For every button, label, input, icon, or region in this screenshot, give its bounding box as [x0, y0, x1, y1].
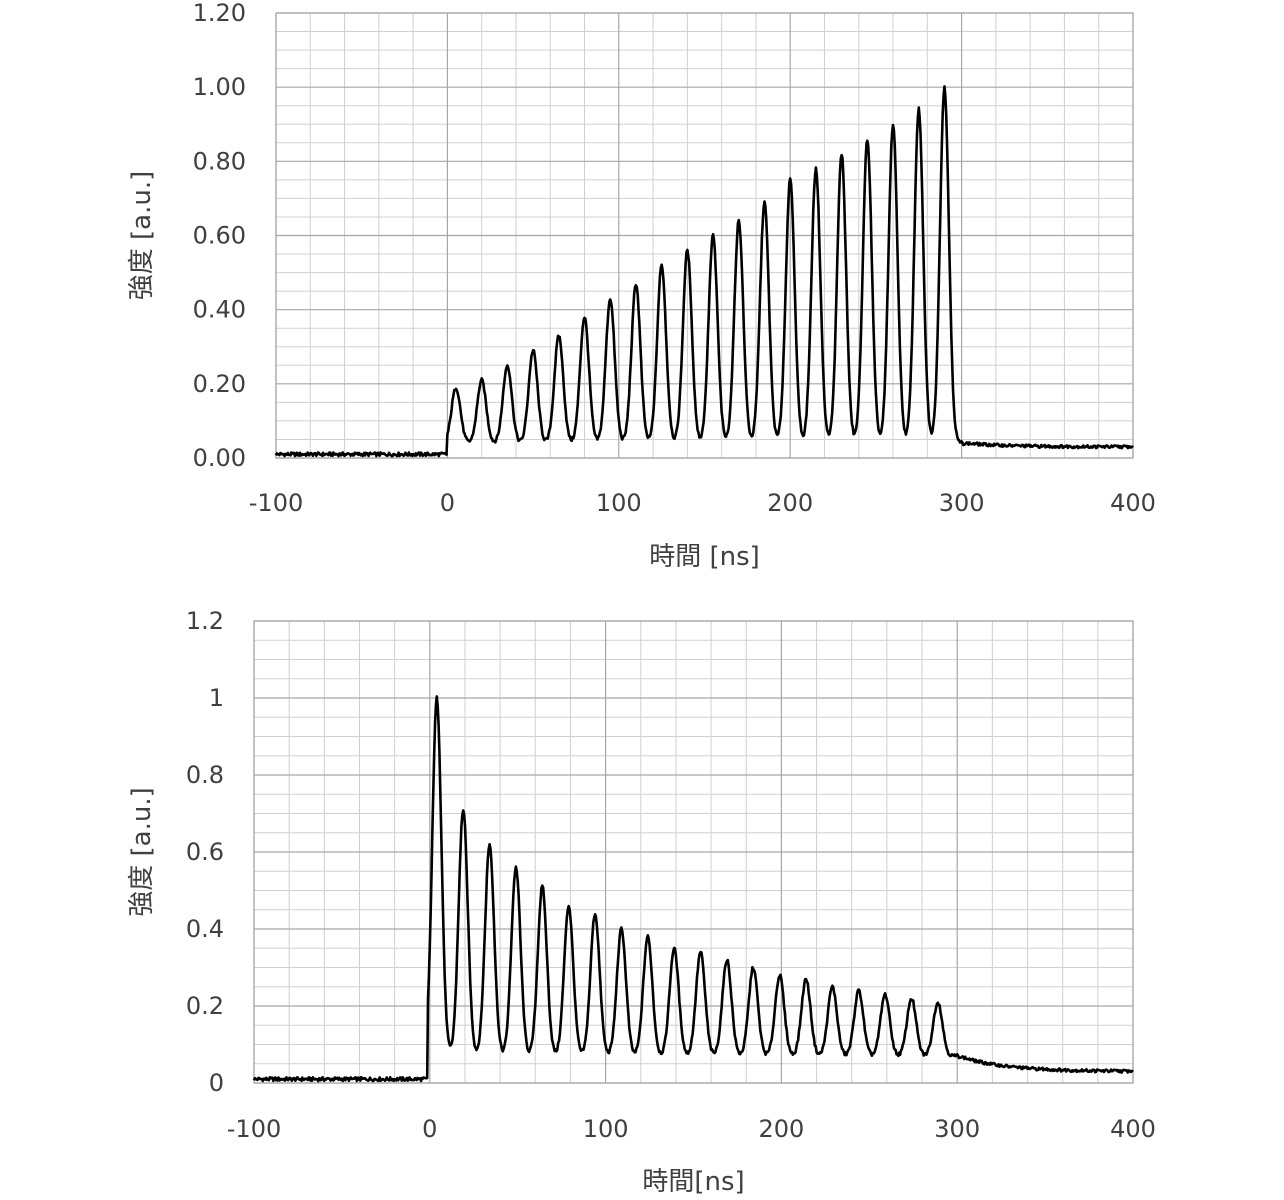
chart-bottom: -100 0 100 200 300 40000.20.40.60.811.2時間[ns]…: [127, 607, 1156, 1197]
x-tick-label: 300: [939, 489, 985, 517]
x-tick-label: 0: [422, 1115, 437, 1143]
x-tick-label: 100: [596, 489, 642, 517]
y-axis-title: 強度 [a.u.]: [127, 171, 157, 301]
y-tick-label: 0: [209, 1069, 224, 1097]
x-axis-title: 時間 [ns]: [649, 542, 760, 572]
y-tick-label: 0.40: [193, 296, 246, 324]
y-tick-label: 0.60: [193, 222, 246, 250]
x-tick-label: 300: [934, 1115, 980, 1143]
y-tick-label: 0.2: [186, 992, 224, 1020]
y-tick-label: 1.00: [193, 73, 246, 101]
y-tick-label: 1.2: [186, 607, 224, 635]
x-tick-label: 400: [1110, 1115, 1156, 1143]
y-tick-label: 0.6: [186, 838, 224, 866]
y-tick-label: 0.80: [193, 147, 246, 175]
y-tick-label: 0.20: [193, 370, 246, 398]
signal-trace: [252, 695, 1134, 1083]
x-axis-title: 時間[ns]: [642, 1167, 744, 1197]
x-tick-label: -100: [249, 489, 303, 517]
plot-frame: [253, 620, 1134, 1084]
x-tick-label: 200: [767, 489, 813, 517]
x-tick-label: 200: [758, 1115, 804, 1143]
x-tick-label: 400: [1110, 489, 1156, 517]
y-tick-label: 0.8: [186, 761, 224, 789]
x-tick-label: -100: [227, 1115, 281, 1143]
y-axis-title: 強度 [a.u.]: [127, 787, 157, 917]
plot-frame: [275, 12, 1134, 459]
y-tick-label: 0.00: [193, 444, 246, 472]
y-tick-label: 1: [209, 684, 224, 712]
y-tick-label: 0.4: [186, 915, 224, 943]
x-tick-label: 0: [440, 489, 455, 517]
x-tick-label: 100: [583, 1115, 629, 1143]
y-tick-label: 1.20: [193, 0, 246, 27]
chart-top: -100 0 100 200 300 400 0.00 0.20 0.40 0.60 0.80 1.0…: [127, 0, 1156, 572]
signal-trace: [274, 85, 1134, 458]
